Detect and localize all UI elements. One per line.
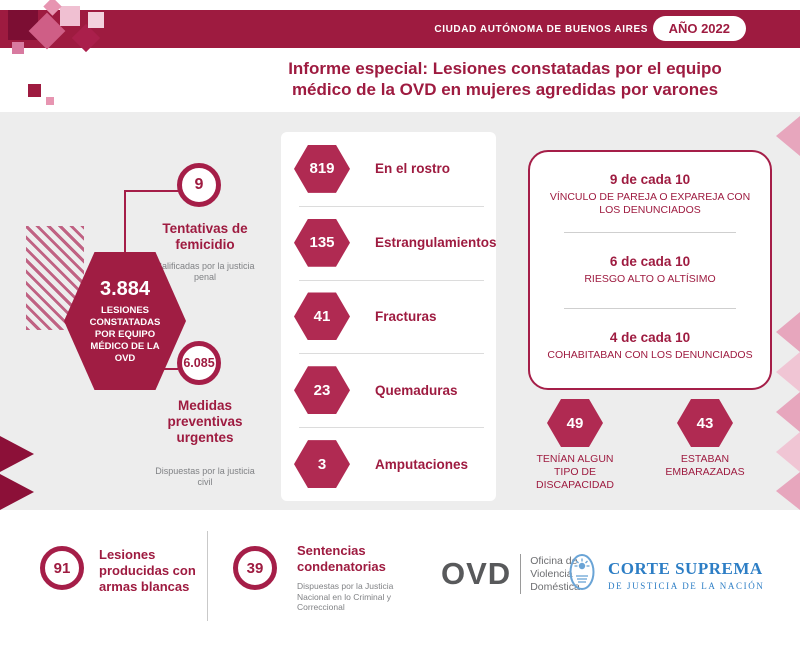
decor-square [12,42,24,54]
ratio-row-vinculo: 9 de cada 10 VÍNCULO DE PAREJA O EXPAREJ… [530,156,770,232]
injury-label: Fracturas [375,308,437,324]
preventive-measures-note: Dispuestas por la justicia civil [155,466,255,487]
corte-suprema-logo: CORTE SUPREMA DE JUSTICIA DE LA NACIÓN [563,551,764,598]
ratio-row-riesgo: 6 de cada 10 RIESGO ALTO O ALTÍSIMO [530,232,770,308]
injury-label: En el rostro [375,161,451,177]
injury-count: 819 [309,160,335,178]
ratio-desc: RIESGO ALTO O ALTÍSIMO [584,273,716,285]
pregnant-value: 43 [696,414,714,432]
region-label: CIUDAD AUTÓNOMA DE BUENOS AIRES [434,24,648,35]
injury-count-hexagon: 41 [294,292,350,341]
total-injuries-label: LESIONES CONSTATADAS POR EQUIPO MÉDICO D… [89,304,161,364]
injury-count-hexagon: 23 [294,366,350,415]
decor-square-title [28,84,41,97]
decor-square-title-small [46,97,54,105]
injury-count: 41 [313,307,331,325]
disability-value: 49 [566,414,584,432]
preventive-measures-circle: 6.085 [177,341,221,385]
injury-count: 135 [309,234,335,252]
decor-square [88,12,104,28]
injuries-card: 819 En el rostro 135 Estrangulamientos 4… [281,132,497,501]
connector-line [124,190,180,192]
ratio-row-cohabitacion: 4 de cada 10 COHABITABAN CON LOS DENUNCI… [530,308,770,384]
title-line-2: médico de la OVD en mujeres agredidas po… [291,80,719,99]
injury-row-estrangulamientos: 135 Estrangulamientos [281,205,497,280]
ovd-name: Oficina de Violencia Doméstica [530,554,580,593]
injury-count: 23 [313,381,331,399]
pregnant-label: ESTABAN EMBARAZADAS [665,453,745,478]
ovd-logo-divider [520,554,522,594]
femicide-attempts-label: Tentativas de femicidio [162,221,248,252]
report-title: Informe especial: Lesiones constatadas p… [210,58,800,100]
title-line-1: Informe especial: Lesiones constatadas p… [288,59,722,78]
corte-suprema-line-1: CORTE SUPREMA [608,558,763,578]
corte-suprema-text: CORTE SUPREMA DE JUSTICIA DE LA NACIÓN [608,559,764,591]
injury-count: 3 [317,455,327,473]
injury-row-rostro: 819 En el rostro [281,132,496,206]
ratio-value: 9 de cada 10 [609,171,691,187]
sentences-value: 39 [246,559,264,577]
injury-label: Amputaciones [375,456,469,472]
bladed-weapons-circle: 91 [40,546,84,590]
ratio-desc: VÍNCULO DE PAREJA O EXPAREJA CON LOS DEN… [549,190,751,216]
femicide-attempts-value: 9 [194,176,204,193]
bladed-weapons-label: Lesiones producidas con armas blancas [99,547,196,594]
ovd-acronym: OVD [441,556,512,591]
preventive-measures-value: 6.085 [183,356,215,370]
sentences-circle: 39 [233,546,277,590]
injury-row-amputaciones: 3 Amputaciones [281,427,496,501]
corte-suprema-emblem-icon [563,551,601,598]
injury-count-hexagon: 3 [294,440,350,489]
ratio-value: 6 de cada 10 [609,254,691,269]
year-badge: AÑO 2022 [652,16,746,41]
bladed-weapons-value: 91 [53,559,71,577]
injury-label: Quemaduras [375,382,458,398]
sentences-note: Dispuestas por la Justicia Nacional en l… [297,581,394,612]
injury-label: Estrangulamientos [375,235,497,251]
injury-count-hexagon: 135 [294,218,350,267]
sentences-label: Sentencias condenatorias [297,543,386,574]
injury-count-hexagon: 819 [294,144,350,193]
ratio-value: 4 de cada 10 [609,330,691,345]
femicide-attempts-note: Calificadas por la justicia penal [155,261,255,282]
injury-row-quemaduras: 23 Quemaduras [281,353,496,427]
disability-label: TENÍAN ALGUN TIPO DE DISCAPACIDAD [536,453,614,491]
ovd-logo: OVD Oficina de Violencia Doméstica [441,554,596,594]
ratio-desc: COHABITABAN CON LOS DENUNCIADOS [547,349,753,361]
decor-square [60,6,80,26]
corte-suprema-line-2: DE JUSTICIA DE LA NACIÓN [608,580,765,591]
femicide-attempts-circle: 9 [177,163,221,207]
footer-divider [207,531,208,621]
ratios-box: 9 de cada 10 VÍNCULO DE PAREJA O EXPAREJ… [528,150,772,390]
preventive-measures-label: Medidas preventivas urgentes [167,398,243,445]
total-injuries-value: 3.884 [99,277,151,300]
injury-row-fracturas: 41 Fracturas [281,279,496,354]
